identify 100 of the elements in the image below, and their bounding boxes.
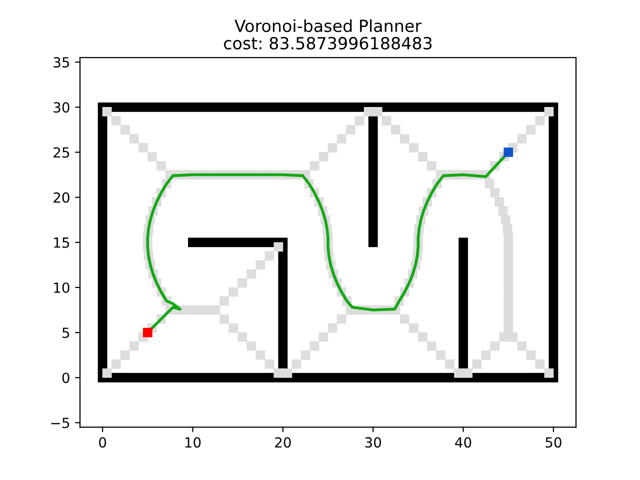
point <box>368 184 378 194</box>
point <box>368 210 378 220</box>
point <box>548 156 558 166</box>
point <box>418 332 428 342</box>
point <box>215 372 224 382</box>
point <box>210 305 220 315</box>
point <box>548 238 558 248</box>
point <box>246 269 256 279</box>
point <box>413 102 423 112</box>
point <box>548 318 558 328</box>
point <box>256 260 266 270</box>
x-tick-label: 50 <box>546 437 562 448</box>
point <box>427 341 436 351</box>
point <box>310 161 320 170</box>
point <box>548 246 558 256</box>
point <box>102 368 112 378</box>
point <box>504 233 514 243</box>
point <box>278 282 288 292</box>
point <box>458 274 468 284</box>
point <box>463 368 472 378</box>
point <box>98 148 108 157</box>
point <box>548 120 558 130</box>
point <box>548 210 558 220</box>
point <box>296 372 306 382</box>
point <box>98 246 108 256</box>
point <box>220 296 229 306</box>
point <box>498 206 508 216</box>
point <box>526 350 536 360</box>
point <box>260 102 270 112</box>
point <box>129 341 139 351</box>
point <box>98 192 108 202</box>
point <box>170 102 180 112</box>
y-tick-label: 10 <box>54 282 70 293</box>
point <box>408 143 418 152</box>
point <box>269 102 279 112</box>
point <box>98 238 108 248</box>
point <box>278 264 288 274</box>
point <box>548 336 558 346</box>
point <box>490 188 500 198</box>
point <box>517 341 527 351</box>
y-tick-label: 25 <box>54 147 70 158</box>
point <box>530 372 540 382</box>
point <box>548 148 558 157</box>
point <box>432 102 441 112</box>
point <box>160 372 170 382</box>
point <box>458 354 468 364</box>
point <box>278 256 288 266</box>
point <box>251 238 261 248</box>
point <box>98 346 108 356</box>
point <box>278 354 288 364</box>
point <box>228 323 238 333</box>
point <box>156 161 166 170</box>
point <box>341 372 351 382</box>
y-tick-label: 35 <box>54 57 70 68</box>
point <box>278 310 288 320</box>
point <box>98 166 108 175</box>
point <box>494 197 504 207</box>
point <box>98 184 108 194</box>
point <box>548 202 558 212</box>
point <box>318 152 328 162</box>
point <box>458 292 468 302</box>
point <box>278 328 288 338</box>
point <box>458 238 468 248</box>
point <box>102 106 112 116</box>
x-tick-label: 30 <box>365 437 382 448</box>
point <box>278 318 288 328</box>
point <box>287 102 297 112</box>
point <box>242 238 252 248</box>
point <box>336 314 346 324</box>
point <box>368 138 378 148</box>
point <box>458 318 468 328</box>
point <box>160 102 170 112</box>
point <box>400 134 410 144</box>
point <box>504 305 514 315</box>
chart-title: Voronoi-based Planner <box>234 19 422 32</box>
point <box>328 143 338 152</box>
point <box>548 354 558 364</box>
point <box>458 346 468 356</box>
point <box>522 102 532 112</box>
point <box>504 242 514 252</box>
point <box>314 372 324 382</box>
point <box>499 332 509 342</box>
y-tick-label: 20 <box>54 192 70 203</box>
point <box>382 116 392 126</box>
point <box>368 148 378 157</box>
point <box>242 372 252 382</box>
point <box>98 318 108 328</box>
point <box>111 359 121 369</box>
point <box>260 238 270 248</box>
point <box>354 116 364 126</box>
point <box>238 332 248 342</box>
point <box>408 323 418 333</box>
point <box>500 215 510 225</box>
point <box>504 287 514 297</box>
point <box>138 143 148 152</box>
point <box>548 220 558 230</box>
point <box>142 102 152 112</box>
point <box>246 341 256 351</box>
point <box>305 372 315 382</box>
point <box>98 210 108 220</box>
